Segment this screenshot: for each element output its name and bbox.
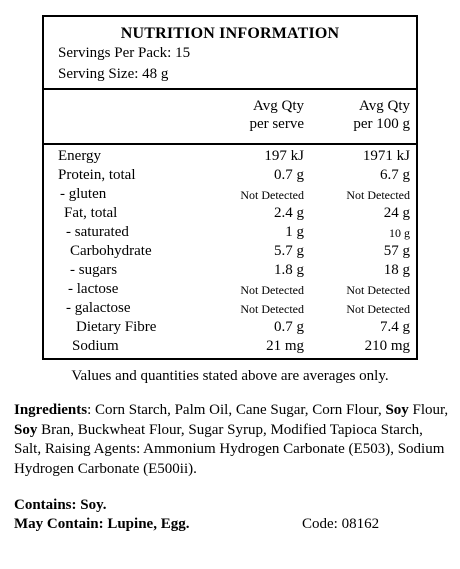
servings-per-pack: Servings Per Pack: 15 [58,45,191,61]
allergen-soy: Soy [385,402,409,418]
nutrient-row-fat: Fat, total 2.4 g 24 g [64,205,410,221]
averages-note: Values and quantities stated above are a… [71,368,389,384]
contains-statement: Contains: Soy. [14,497,107,513]
nutrient-row-protein: Protein, total 0.7 g 6.7 g [58,167,410,183]
may-contain-statement: May Contain: Lupine, Egg. [14,516,190,532]
nutrient-row-saturated: - saturated 1 g 10 g [66,224,410,240]
column-header-per-serve: Avg Qty per serve [249,98,304,132]
nutrient-row-energy: Energy 197 kJ 1971 kJ [58,148,410,164]
nutrition-panel: NUTRITION INFORMATION Servings Per Pack:… [42,15,418,360]
nutrient-row-lactose: - lactose Not Detected Not Detected [68,281,410,297]
product-code: Code: 08162 [302,516,380,532]
nutrient-row-gluten: - gluten Not Detected Not Detected [60,186,410,202]
serving-size: Serving Size: 48 g [58,66,169,82]
nutrient-row-dietary-fibre: Dietary Fibre 0.7 g 7.4 g [76,319,410,335]
nutrient-row-galactose: - galactose Not Detected Not Detected [66,300,410,316]
nutrient-row-carbohydrate: Carbohydrate 5.7 g 57 g [70,243,410,259]
panel-header: NUTRITION INFORMATION Servings Per Pack:… [44,17,416,90]
allergen-soy: Soy [14,421,38,438]
nutrient-row-sodium: Sodium 21 mg 210 mg [72,338,410,354]
ingredients-heading: Ingredients [14,402,88,418]
panel-title: NUTRITION INFORMATION [120,25,340,42]
column-header-per-100g: Avg Qty per 100 g [353,98,410,132]
ingredients-text: Ingredients: Corn Starch, Palm Oil, Cane… [14,402,449,477]
header-divider [44,143,416,145]
nutrient-row-sugars: - sugars 1.8 g 18 g [70,262,410,278]
